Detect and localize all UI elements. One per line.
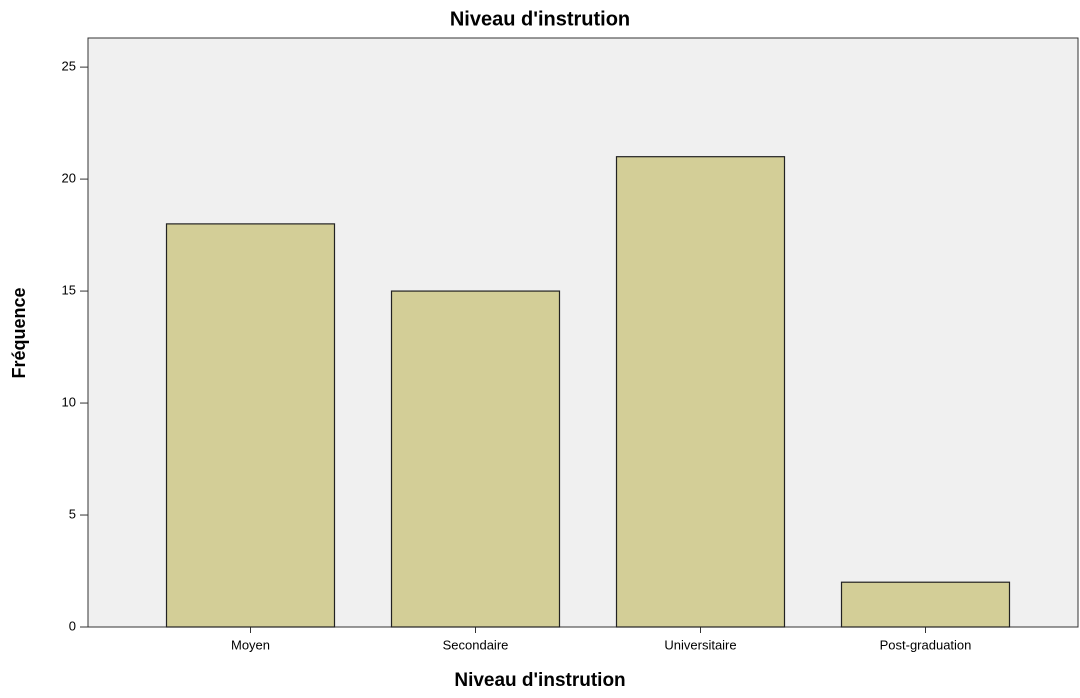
bar bbox=[615, 156, 786, 628]
bar bbox=[390, 290, 561, 628]
bar bbox=[165, 223, 336, 628]
x-tick-label: Post-graduation bbox=[880, 637, 972, 652]
y-axis-label: Fréquence bbox=[9, 287, 29, 378]
y-tick-label: 10 bbox=[62, 394, 76, 409]
y-tick-label: 0 bbox=[69, 618, 76, 633]
y-tick-label: 25 bbox=[62, 59, 76, 74]
x-tick-label: Secondaire bbox=[443, 637, 509, 652]
y-tick-label: 20 bbox=[62, 171, 76, 186]
chart-title: Niveau d'instrution bbox=[450, 8, 630, 30]
x-axis-label: Niveau d'instrution bbox=[454, 670, 625, 691]
x-tick-label: Moyen bbox=[231, 637, 270, 652]
y-tick-label: 5 bbox=[69, 506, 76, 521]
y-tick-label: 15 bbox=[62, 283, 76, 298]
x-tick-label: Universitaire bbox=[664, 637, 736, 652]
bar bbox=[840, 581, 1011, 628]
